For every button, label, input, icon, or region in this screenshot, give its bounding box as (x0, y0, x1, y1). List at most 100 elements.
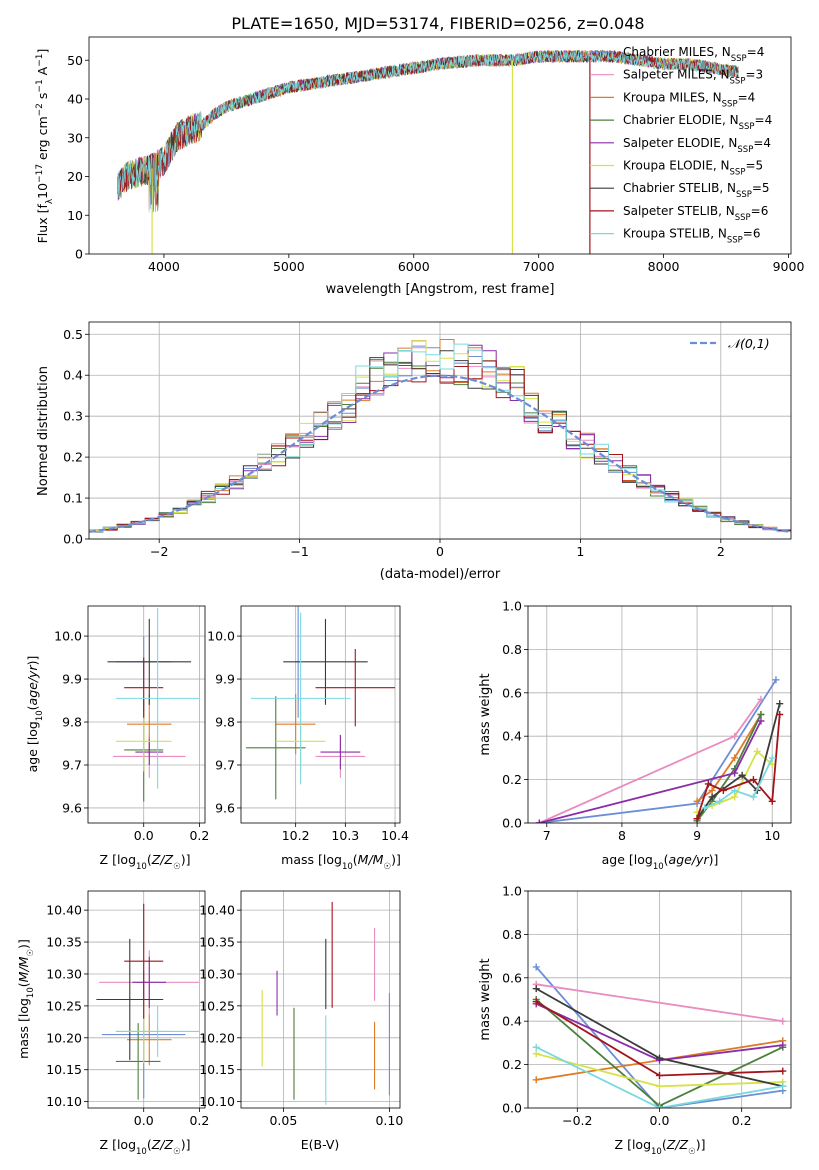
x-tick-label: 0.2 (732, 1113, 752, 1128)
x-tick-label: 5000 (273, 259, 305, 274)
age_weights-y-axis-label: mass weight (478, 673, 493, 755)
y-tick-label: 0.1 (63, 491, 83, 506)
weight-point-marker (772, 676, 780, 684)
y-tick-label: 9.6 (62, 800, 82, 815)
weight-point-marker (749, 793, 757, 801)
weight-point-marker (757, 695, 765, 703)
weight-point-marker (656, 1071, 663, 1079)
mass-z-x-axis-label: Z [log10(Z/Z☉)] (100, 1137, 191, 1157)
weight-point-marker (749, 776, 757, 784)
y-tick-label: 10.20 (199, 1030, 235, 1045)
x-tick-label: 0.10 (375, 1113, 403, 1128)
y-tick-label: 10.20 (46, 1030, 82, 1045)
y-tick-label: 10.15 (46, 1062, 82, 1077)
weight-point-marker (708, 793, 716, 801)
weight-point-marker (753, 747, 761, 755)
z_age-plot-area (107, 608, 200, 802)
weight-point-marker (656, 1104, 663, 1108)
spectrum-x-axis-label: wavelength [Angstrom, rest frame] (326, 282, 555, 297)
y-tick-label: 9.8 (215, 715, 235, 730)
z_weights-axes: −0.2 0.0 0.2 0.0 0.2 0.4 0.6 0.8 1.0 (502, 884, 792, 1128)
y-tick-label: 9.7 (215, 757, 235, 772)
weight-series-line (535, 1046, 783, 1108)
y-tick-label: 0.8 (502, 642, 522, 657)
residuals-x-axis-label: (data-model)/error (380, 567, 501, 582)
x-tick-label: 10.4 (381, 828, 409, 843)
x-tick-label: 6000 (398, 259, 430, 274)
y-tick-label: 10.35 (46, 935, 82, 950)
age_weights-axes: 7 8 9 10 0.0 0.2 0.4 0.6 0.8 1.0 (502, 599, 792, 843)
y-tick-label: 10.10 (199, 1094, 235, 1109)
y-tick-label: 9.8 (62, 715, 82, 730)
residuals-plot-area (89, 339, 791, 533)
mass_ebv-plot-area (261, 901, 390, 1105)
mass_z-plot-area (96, 903, 200, 1100)
y-tick-label: 0.4 (63, 368, 83, 383)
y-tick-label: 0.2 (63, 450, 83, 465)
weight-point-marker (532, 1050, 540, 1058)
y-tick-label: 0.6 (502, 970, 522, 985)
normal-curve-line (89, 374, 789, 533)
y-tick-label: 10.0 (54, 629, 82, 644)
spectrum-series-line (117, 50, 739, 212)
x-tick-label: 0.05 (269, 1113, 297, 1128)
weight-point-marker (779, 1082, 787, 1090)
weight-point-marker (708, 786, 716, 794)
z_weights-frame (527, 890, 792, 1109)
weight-series-line (535, 966, 783, 1108)
x-tick-label: 10.3 (331, 828, 359, 843)
y-tick-label: 0.4 (502, 729, 522, 744)
z_weights-y-axis-label: mass weight (478, 958, 493, 1040)
y-tick-label: 10 (67, 208, 83, 223)
y-tick-label: 0.3 (63, 409, 83, 424)
z_age-frame (87, 605, 206, 824)
x-tick-label: −2 (150, 544, 168, 559)
y-tick-label: 10.25 (199, 998, 235, 1013)
x-tick-label: 0.0 (134, 1113, 154, 1128)
x-tick-label: 10.2 (282, 828, 310, 843)
weight-point-marker (731, 754, 739, 762)
weight-point-marker (532, 1076, 540, 1084)
histogram-step-line (89, 343, 791, 533)
weight-point-marker (779, 1017, 787, 1025)
mass_z-frame (87, 890, 206, 1109)
mass_ebv-frame (240, 890, 401, 1109)
y-tick-label: 9.9 (62, 672, 82, 687)
y-tick-label: 10.10 (46, 1094, 82, 1109)
y-tick-label: 9.6 (215, 800, 235, 815)
spectrum-y-axis-label: Flux [fλ10−17 erg cm−2 s−1 A−1] (35, 49, 55, 244)
mass-z-y-axis-label: mass [log10(M/M☉)] (16, 939, 36, 1059)
x-tick-label: 8000 (648, 259, 680, 274)
y-tick-label: 0.0 (63, 532, 83, 547)
weight-point-marker (535, 819, 543, 823)
age_weights-frame (527, 605, 792, 824)
y-tick-label: 10.25 (46, 998, 82, 1013)
figure-title: PLATE=1650, MJD=53174, FIBERID=0256, z=0… (231, 14, 644, 33)
weight-point-marker (779, 1041, 787, 1049)
age-weights-x-axis-label: age [log10(age/yr)] (602, 852, 719, 872)
y-tick-label: 10.30 (199, 966, 235, 981)
z_age-axes: 0.0 0.2 9.6 9.7 9.8 9.9 10.0 (54, 605, 209, 843)
y-tick-label: 0.2 (502, 1057, 522, 1072)
x-tick-label: 10 (764, 828, 780, 843)
y-tick-label: 10.30 (46, 966, 82, 981)
weight-point-marker (768, 797, 776, 805)
y-tick-label: 50 (67, 53, 83, 68)
y-tick-label: 10.15 (199, 1062, 235, 1077)
x-tick-label: 7 (543, 828, 551, 843)
y-tick-label: 9.9 (215, 672, 235, 687)
y-tick-label: 0.4 (502, 1014, 522, 1029)
y-tick-label: 0.5 (63, 327, 83, 342)
y-tick-label: 40 (67, 92, 83, 107)
y-tick-label: 30 (67, 130, 83, 145)
age_weights-plot-area (535, 676, 784, 823)
residuals-frame (88, 321, 792, 540)
mass-ebv-x-axis-label: E(B-V) (301, 1137, 340, 1152)
y-tick-label: 1.0 (502, 599, 522, 614)
weight-series-line (536, 983, 783, 1023)
x-tick-label: 0.0 (650, 1113, 670, 1128)
weight-point-marker (776, 711, 784, 718)
spectrum-series-line (117, 49, 739, 213)
mass_ebv-axes: 0.05 0.10 10.10 10.15 10.20 10.25 10.30 10.35 10… (199, 890, 403, 1128)
